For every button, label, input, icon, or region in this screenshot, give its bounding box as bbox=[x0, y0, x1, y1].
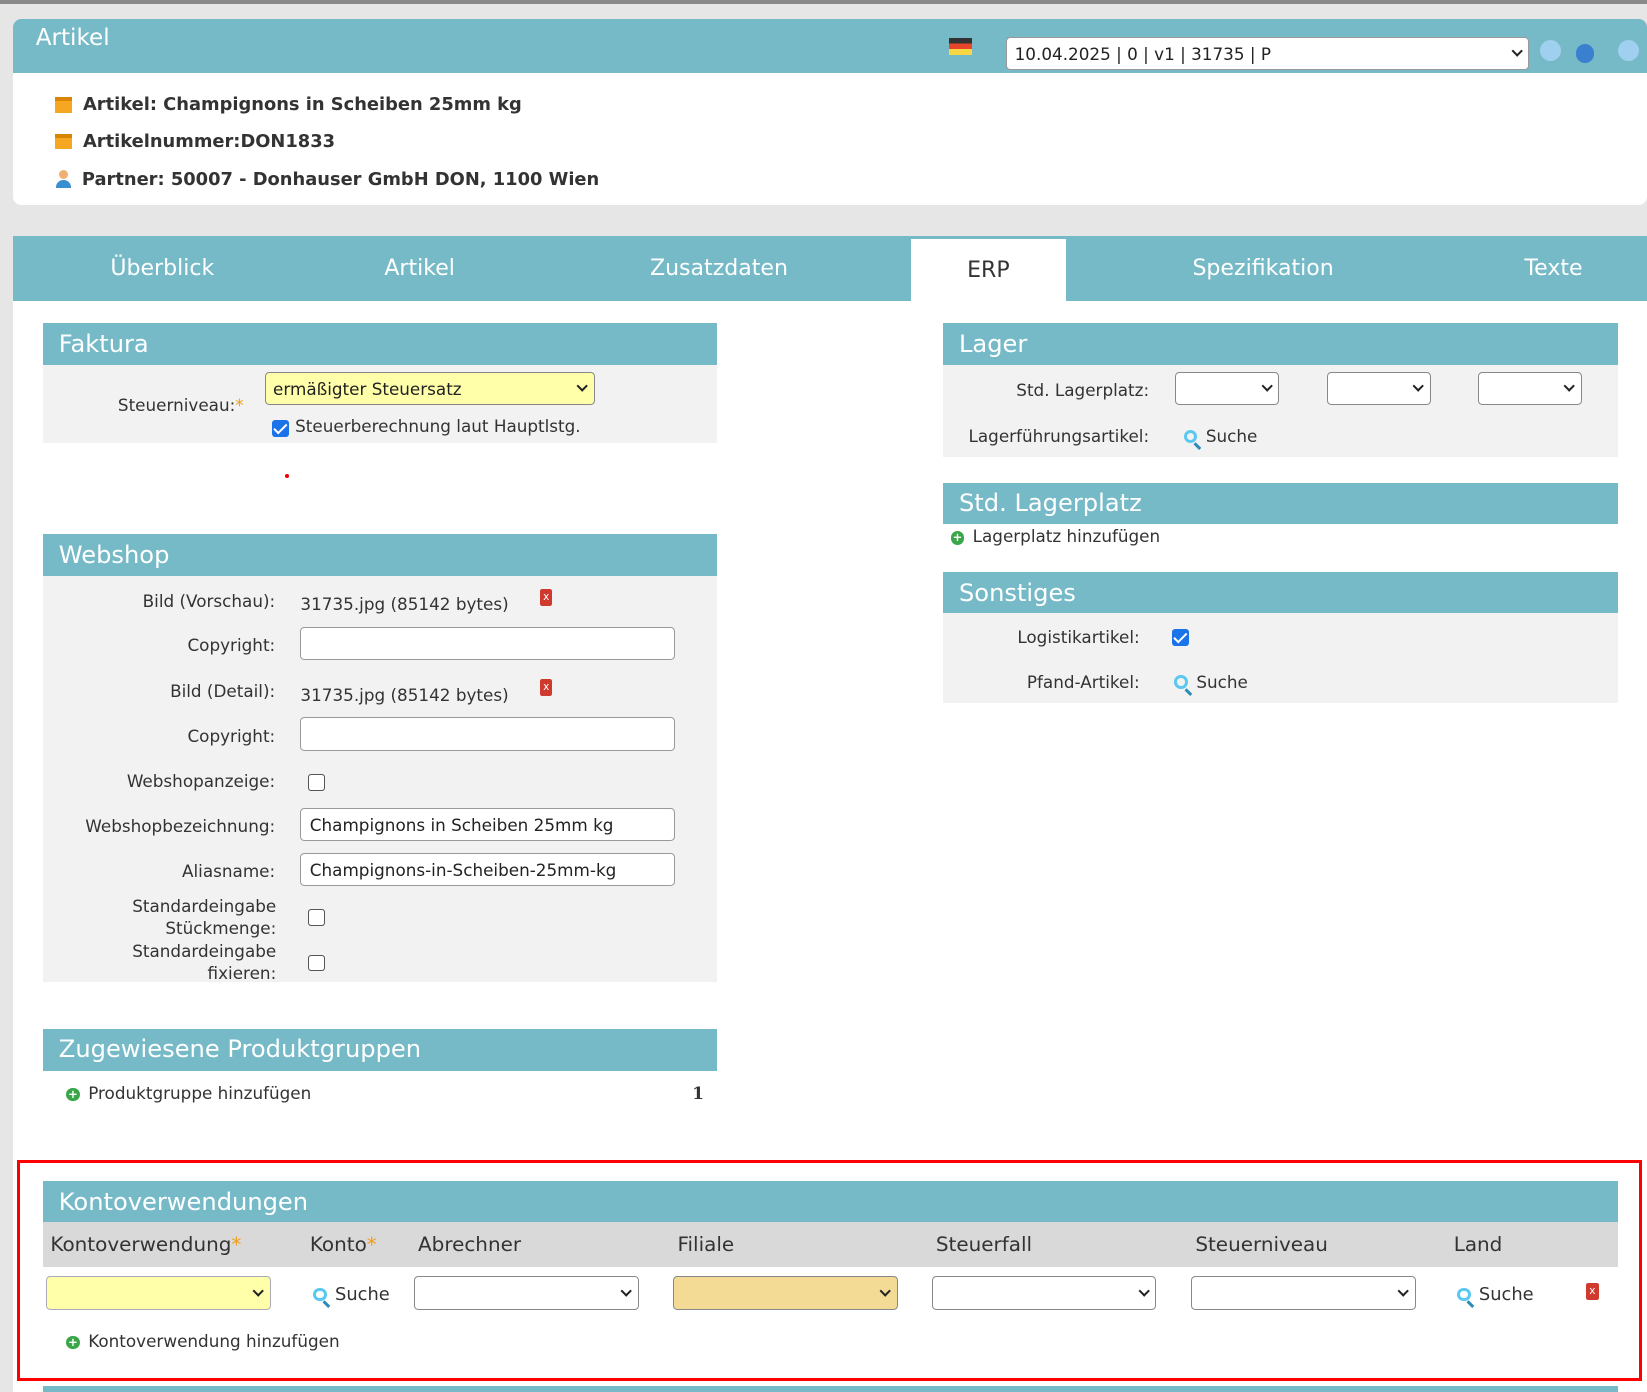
logistik-label: Logistikartikel: bbox=[1017, 626, 1140, 647]
search-icon bbox=[313, 1287, 327, 1302]
faktura-header: Faktura bbox=[43, 323, 718, 366]
add-produktgruppe-link[interactable]: + Produktgruppe hinzufügen bbox=[66, 1082, 312, 1103]
article-number: Artikelnummer:DON1833 bbox=[82, 131, 336, 153]
land-search[interactable]: Suche bbox=[1456, 1284, 1534, 1305]
page-header: Artikel 10.04.2025 | 0 | v1 | 31735 | P bbox=[12, 18, 1647, 74]
red-dot bbox=[284, 473, 289, 478]
add-lagerplatz-link[interactable]: + Lagerplatz hinzufügen bbox=[950, 526, 1161, 547]
next-section-header bbox=[43, 1386, 1618, 1392]
tab-erp[interactable]: ERP bbox=[910, 239, 1067, 302]
tab-texte[interactable]: Texte bbox=[1524, 256, 1583, 282]
produktgruppen-header: Zugewiesene Produktgruppen bbox=[43, 1029, 718, 1072]
col-abrechner: Abrechner bbox=[418, 1231, 522, 1256]
version-select[interactable]: 10.04.2025 | 0 | v1 | 31735 | P bbox=[1006, 36, 1530, 71]
erp-content: Faktura Steuerniveau:* ermäßigter Steuer… bbox=[12, 301, 1647, 1392]
steuerberechnung-label: Steuerberechnung laut Hauptlstg. bbox=[295, 415, 581, 436]
lagerplatz-select-3[interactable] bbox=[1477, 371, 1582, 406]
std-lagerplatz-header: Std. Lagerplatz bbox=[943, 482, 1618, 524]
bild-detail-file[interactable]: 31735.jpg (85142 bytes) bbox=[300, 684, 509, 705]
article-name: Artikel: Champignons in Scheiben 25mm kg bbox=[82, 94, 522, 116]
version-icon[interactable] bbox=[1617, 39, 1639, 61]
article-info: Artikel: Champignons in Scheiben 25mm kg… bbox=[12, 73, 1647, 205]
chevron-down-icon bbox=[1510, 45, 1523, 58]
steuerfall-select[interactable] bbox=[931, 1276, 1157, 1310]
lagerfuehrung-search[interactable]: Suche bbox=[1183, 426, 1257, 446]
search-icon bbox=[1456, 1287, 1471, 1302]
pfand-search[interactable]: Suche bbox=[1174, 672, 1248, 692]
tab-ueberblick[interactable]: Überblick bbox=[110, 256, 215, 282]
partner: Partner: 50007 - Donhauser GmbH DON, 110… bbox=[81, 168, 600, 190]
std-stueckmenge-label: Standardeingabe Stückmenge: bbox=[132, 895, 277, 938]
version-link-icon[interactable] bbox=[1539, 39, 1561, 61]
pfand-label: Pfand-Artikel: bbox=[1026, 672, 1140, 693]
aliasname-label: Aliasname: bbox=[182, 861, 276, 882]
tab-spezifikation[interactable]: Spezifikation bbox=[1192, 256, 1334, 282]
col-steuerfall: Steuerfall bbox=[935, 1231, 1033, 1256]
std-fixieren-checkbox[interactable] bbox=[307, 954, 325, 972]
bild-vorschau-file[interactable]: 31735.jpg (85142 bytes) bbox=[300, 594, 509, 615]
webshopanzeige-checkbox[interactable] bbox=[307, 773, 325, 791]
article-number-icon bbox=[54, 133, 73, 150]
webshopbezeichnung-input[interactable]: Champignons in Scheiben 25mm kg bbox=[300, 807, 676, 842]
produktgruppen-count: 1 bbox=[692, 1082, 704, 1103]
filiale-select[interactable] bbox=[673, 1276, 899, 1310]
sonstiges-panel bbox=[943, 613, 1618, 703]
logistik-checkbox[interactable] bbox=[1172, 628, 1190, 646]
steuerniveau-label: Steuerniveau:* bbox=[117, 394, 244, 415]
search-icon bbox=[1183, 429, 1198, 444]
search-icon bbox=[1174, 675, 1188, 690]
de-flag-icon[interactable] bbox=[948, 37, 972, 56]
kontoverwendungen-column-header: Kontoverwendung* Konto* Abrechner Filial… bbox=[43, 1222, 1618, 1267]
abrechner-select[interactable] bbox=[413, 1276, 639, 1310]
webshopanzeige-label: Webshopanzeige: bbox=[126, 770, 276, 791]
delete-row-icon[interactable]: x bbox=[1586, 1283, 1599, 1301]
add-icon: + bbox=[66, 1086, 80, 1102]
article-icon bbox=[54, 96, 73, 113]
lagerplatz-select-2[interactable] bbox=[1326, 371, 1431, 406]
add-icon: + bbox=[66, 1334, 80, 1350]
copyright-detail-input[interactable] bbox=[300, 717, 676, 751]
webshop-header: Webshop bbox=[43, 534, 718, 577]
version-select-value: 10.04.2025 | 0 | v1 | 31735 | P bbox=[1014, 43, 1272, 64]
kontoverwendung-select[interactable] bbox=[46, 1276, 271, 1310]
webshopbezeichnung-label: Webshopbezeichnung: bbox=[85, 815, 276, 836]
copyright-label: Copyright: bbox=[187, 725, 276, 746]
settings-check-icon[interactable] bbox=[1575, 43, 1595, 63]
lagerfuehrung-label: Lagerführungsartikel: bbox=[968, 426, 1150, 447]
col-konto: Konto* bbox=[309, 1231, 377, 1256]
partner-icon bbox=[55, 169, 72, 189]
tab-bar: Überblick Artikel Zusatzdaten ERP Spezif… bbox=[12, 236, 1647, 302]
delete-icon[interactable]: x bbox=[539, 589, 553, 606]
lagerplatz-select-1[interactable] bbox=[1175, 371, 1280, 406]
copyright-input[interactable] bbox=[300, 626, 676, 661]
steuerniveau-select[interactable]: ermäßigter Steuersatz bbox=[264, 371, 595, 406]
std-stueckmenge-checkbox[interactable] bbox=[307, 909, 325, 927]
std-fixieren-label: Standardeingabe fixieren: bbox=[132, 940, 277, 983]
sonstiges-header: Sonstiges bbox=[943, 572, 1618, 614]
copyright-label: Copyright: bbox=[187, 635, 276, 656]
tab-artikel[interactable]: Artikel bbox=[384, 256, 455, 282]
steuerberechnung-checkbox[interactable] bbox=[272, 419, 289, 437]
col-filiale: Filiale bbox=[677, 1231, 735, 1256]
aliasname-input[interactable]: Champignons-in-Scheiben-25mm-kg bbox=[300, 852, 676, 887]
page-title: Artikel bbox=[35, 25, 110, 51]
delete-icon[interactable]: x bbox=[539, 679, 553, 697]
steuerniveau-select[interactable] bbox=[1191, 1276, 1416, 1310]
lager-header: Lager bbox=[943, 323, 1618, 366]
konto-search[interactable]: Suche bbox=[313, 1284, 390, 1305]
col-land: Land bbox=[1453, 1231, 1503, 1256]
add-icon: + bbox=[950, 529, 965, 545]
bild-detail-label: Bild (Detail): bbox=[170, 681, 276, 702]
std-lagerplatz-label: Std. Lagerplatz: bbox=[1016, 380, 1150, 401]
bild-vorschau-label: Bild (Vorschau): bbox=[142, 591, 276, 612]
col-steuerniveau: Steuerniveau bbox=[1195, 1231, 1328, 1256]
kontoverwendungen-header: Kontoverwendungen bbox=[43, 1181, 1618, 1223]
add-kontoverwendung-link[interactable]: + Kontoverwendung hinzufügen bbox=[66, 1330, 340, 1351]
col-kontoverwendung: Kontoverwendung* bbox=[50, 1231, 242, 1256]
highlight-box bbox=[16, 1160, 1642, 1382]
tab-zusatzdaten[interactable]: Zusatzdaten bbox=[649, 256, 788, 282]
